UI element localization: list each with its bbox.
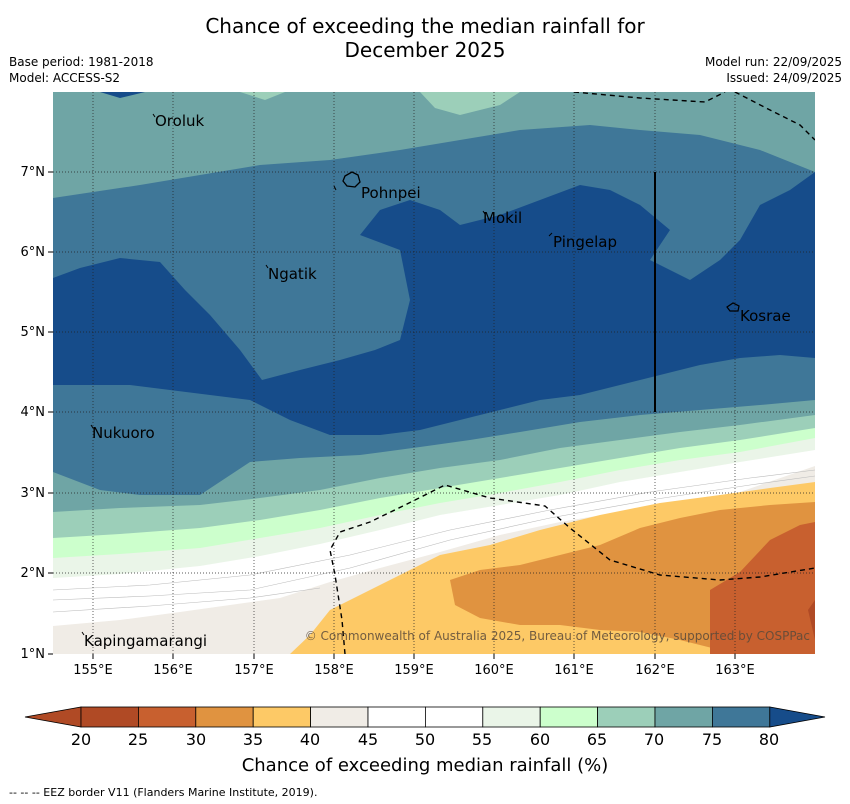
lon-tick-159: 159°E [394, 663, 434, 678]
colorbar-extend-high [769, 706, 826, 728]
colorbar-segment-75 [712, 706, 771, 728]
island-mark [333, 185, 337, 191]
contour-band-25-30 [710, 522, 815, 654]
place-label-kapingamarangi: Kapingamarangi [84, 632, 207, 650]
lon-tick-163: 163°E [715, 663, 755, 678]
colorbar-segment-50 [424, 706, 484, 728]
colorbar-segment-25 [137, 706, 197, 728]
lon-tick-158: 158°E [314, 663, 354, 678]
model-run-label: Model run: 22/09/2025 [704, 55, 842, 69]
copyright-notice: © Commonwealth of Australia 2025, Bureau… [305, 629, 810, 643]
lat-tick-6: 6°N [21, 245, 46, 260]
colorbar-segment-55 [482, 706, 541, 728]
colorbar [24, 706, 826, 728]
place-label-oroluk: Oroluk [155, 112, 204, 130]
colorbar-label-40: 40 [299, 730, 321, 749]
lat-tick-2: 2°N [21, 566, 46, 581]
colorbar-segment-40 [310, 706, 369, 728]
colorbar-segment-20 [80, 706, 139, 728]
lon-tick-162: 162°E [635, 663, 675, 678]
contour-lines [53, 469, 815, 613]
map-title-line-2: December 2025 [344, 38, 506, 62]
colorbar-label-65: 65 [586, 730, 608, 749]
colorbar-segment-35 [252, 706, 311, 728]
contour-fill-layer [53, 92, 815, 654]
lon-tick-labels: 155°E 156°E 157°E 158°E 159°E 160°E 161°… [73, 663, 755, 678]
lat-tick-7: 7°N [21, 165, 46, 180]
colorbar-label-25: 25 [127, 730, 149, 749]
colorbar-segment-30 [195, 706, 254, 728]
place-label-kosrae: Kosrae [740, 307, 791, 325]
colorbar-label-55: 55 [471, 730, 493, 749]
colorbar-label-35: 35 [242, 730, 264, 749]
colorbar-title: Chance of exceeding median rainfall (%) [241, 755, 609, 776]
lon-tick-155: 155°E [73, 663, 113, 678]
place-label-pohnpei: Pohnpei [361, 184, 421, 202]
contour-band-65-70 [240, 92, 285, 100]
colorbar-label-70: 70 [643, 730, 665, 749]
graticule [53, 92, 815, 654]
kosrae-island-shape [726, 302, 740, 312]
colorbar-label-60: 60 [529, 730, 551, 749]
place-label-pingelap: Pingelap [553, 233, 617, 251]
colorbar-label-50: 50 [414, 730, 436, 749]
place-label-nukuoro: Nukuoro [92, 424, 155, 442]
contour-band-20-25 [808, 600, 815, 640]
lon-tick-156: 156°E [153, 663, 193, 678]
place-label-mokil: Mokil [483, 209, 522, 227]
place-label-ngatik: Ngatik [268, 265, 317, 283]
lon-tick-160: 160°E [474, 663, 514, 678]
atoll-marks [81, 113, 553, 636]
lon-tick-161: 161°E [554, 663, 594, 678]
lon-tick-157: 157°E [234, 663, 274, 678]
axis-ticks [48, 171, 736, 659]
colorbar-label-45: 45 [357, 730, 379, 749]
colorbar-segment-65 [597, 706, 656, 728]
eez-border [329, 92, 815, 654]
lat-tick-5: 5°N [21, 325, 46, 340]
eez-footnote: -- -- -- EEZ border V11 (Flanders Marine… [9, 786, 318, 799]
colorbar-label-30: 30 [185, 730, 207, 749]
colorbar-segment-45 [367, 706, 426, 728]
colorbar-label-20: 20 [70, 730, 92, 749]
lat-tick-4: 4°N [21, 405, 46, 420]
colorbar-segment-60 [539, 706, 599, 728]
issued-label: Issued: 24/09/2025 [726, 71, 842, 85]
contour-band-80-plus [53, 172, 815, 435]
lat-tick-labels: 1°N 2°N 3°N 4°N 5°N 6°N 7°N [21, 165, 46, 662]
contour-band-65-70 [420, 92, 520, 115]
contour-band-70-75 [53, 92, 815, 198]
place-labels: Oroluk Pohnpei Mokil Pingelap Ngatik Kos… [84, 112, 791, 650]
lat-tick-3: 3°N [21, 486, 46, 501]
map-title-line-1: Chance of exceeding the median rainfall … [205, 14, 645, 38]
colorbar-extend-low [24, 706, 82, 728]
lat-tick-1: 1°N [21, 647, 46, 662]
colorbar-label-75: 75 [701, 730, 723, 749]
contour-band-80-plus [100, 92, 145, 98]
colorbar-label-80: 80 [758, 730, 780, 749]
model-label: Model: ACCESS-S2 [9, 71, 121, 85]
pohnpei-island-shape [342, 171, 361, 188]
colorbar-segment-70 [654, 706, 713, 728]
base-period-label: Base period: 1981-2018 [9, 55, 154, 69]
